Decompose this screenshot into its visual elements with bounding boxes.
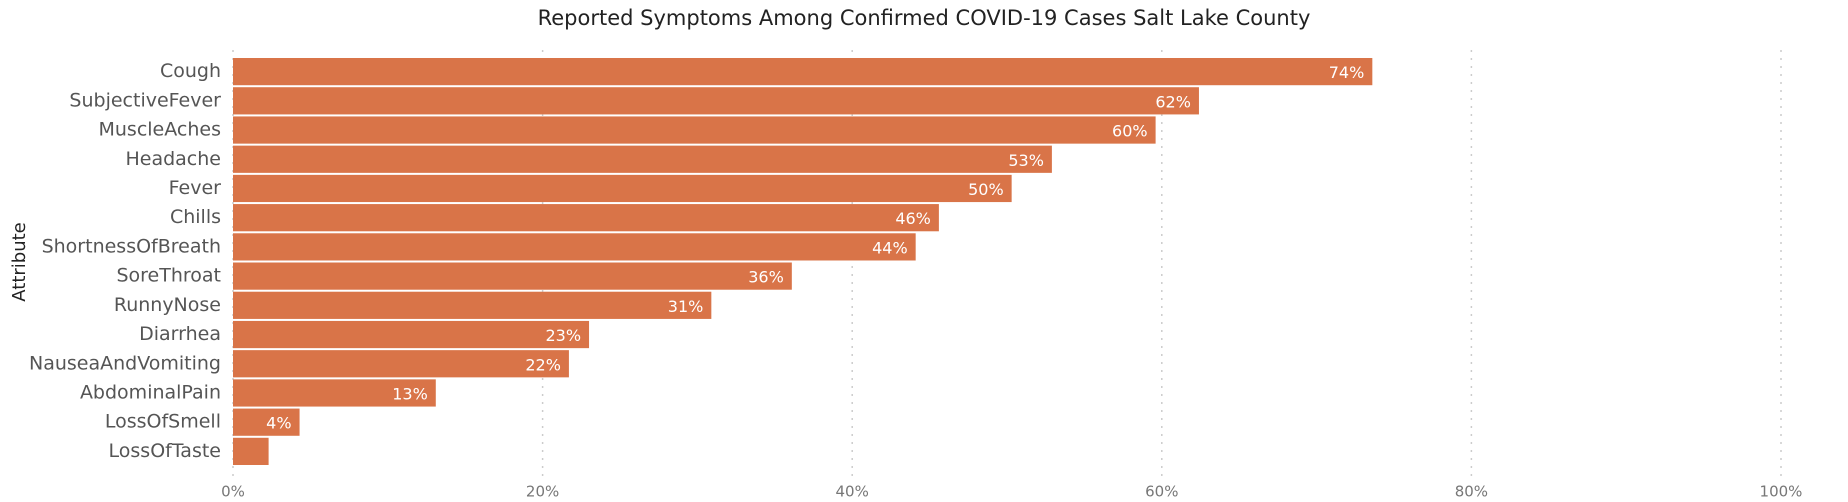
data-label: 4% bbox=[266, 414, 291, 433]
y-tick-label: AbdominalPain bbox=[80, 381, 221, 403]
x-tick-label: 0% bbox=[221, 483, 245, 501]
bar bbox=[233, 379, 436, 407]
y-tick-label: MuscleAches bbox=[99, 119, 222, 141]
y-tick-label: SubjectiveFever bbox=[69, 89, 221, 111]
x-tick-label: 80% bbox=[1455, 483, 1488, 501]
bar bbox=[233, 408, 300, 436]
bar bbox=[233, 58, 1373, 86]
y-tick-label: Cough bbox=[160, 60, 221, 82]
bar bbox=[233, 291, 712, 319]
bar bbox=[233, 320, 590, 349]
bar bbox=[233, 437, 269, 465]
y-tick-label: Fever bbox=[169, 177, 222, 199]
data-label: 50% bbox=[968, 180, 1004, 199]
y-tick-label: Headache bbox=[125, 148, 221, 170]
bar bbox=[233, 116, 1156, 144]
data-label: 46% bbox=[895, 209, 931, 228]
y-tick-label: SoreThroat bbox=[116, 265, 221, 287]
bar bbox=[233, 204, 939, 232]
x-tick-label: 60% bbox=[1145, 483, 1178, 501]
y-tick-label: Diarrhea bbox=[139, 323, 221, 345]
bar bbox=[233, 233, 916, 261]
data-label: 53% bbox=[1008, 151, 1044, 170]
data-label: 74% bbox=[1329, 63, 1365, 82]
data-label: 36% bbox=[748, 268, 784, 287]
y-tick-label: LossOfTaste bbox=[109, 440, 221, 462]
bar bbox=[233, 262, 792, 290]
x-tick-label: 40% bbox=[836, 483, 869, 501]
y-tick-label: RunnyNose bbox=[114, 294, 221, 316]
y-tick-label: LossOfSmell bbox=[105, 411, 221, 433]
data-label: 60% bbox=[1112, 122, 1148, 141]
data-label: 62% bbox=[1155, 92, 1191, 111]
bar bbox=[233, 174, 1012, 203]
y-tick-label: NauseaAndVomiting bbox=[29, 352, 221, 374]
y-axis-title: Attribute bbox=[9, 222, 30, 301]
bar bbox=[233, 87, 1199, 115]
bar bbox=[233, 350, 569, 378]
x-tick-label: 20% bbox=[526, 483, 559, 501]
data-label: 13% bbox=[392, 384, 428, 403]
data-label: 44% bbox=[872, 238, 908, 257]
data-label: 23% bbox=[545, 326, 581, 345]
y-tick-label: ShortnessOfBreath bbox=[42, 235, 221, 257]
bar bbox=[233, 145, 1052, 173]
data-label: 22% bbox=[525, 355, 561, 374]
data-label: 31% bbox=[668, 297, 704, 316]
y-tick-label: Chills bbox=[170, 206, 221, 228]
x-tick-label: 100% bbox=[1760, 483, 1803, 501]
chart-title: Reported Symptoms Among Confirmed COVID-… bbox=[538, 6, 1311, 30]
